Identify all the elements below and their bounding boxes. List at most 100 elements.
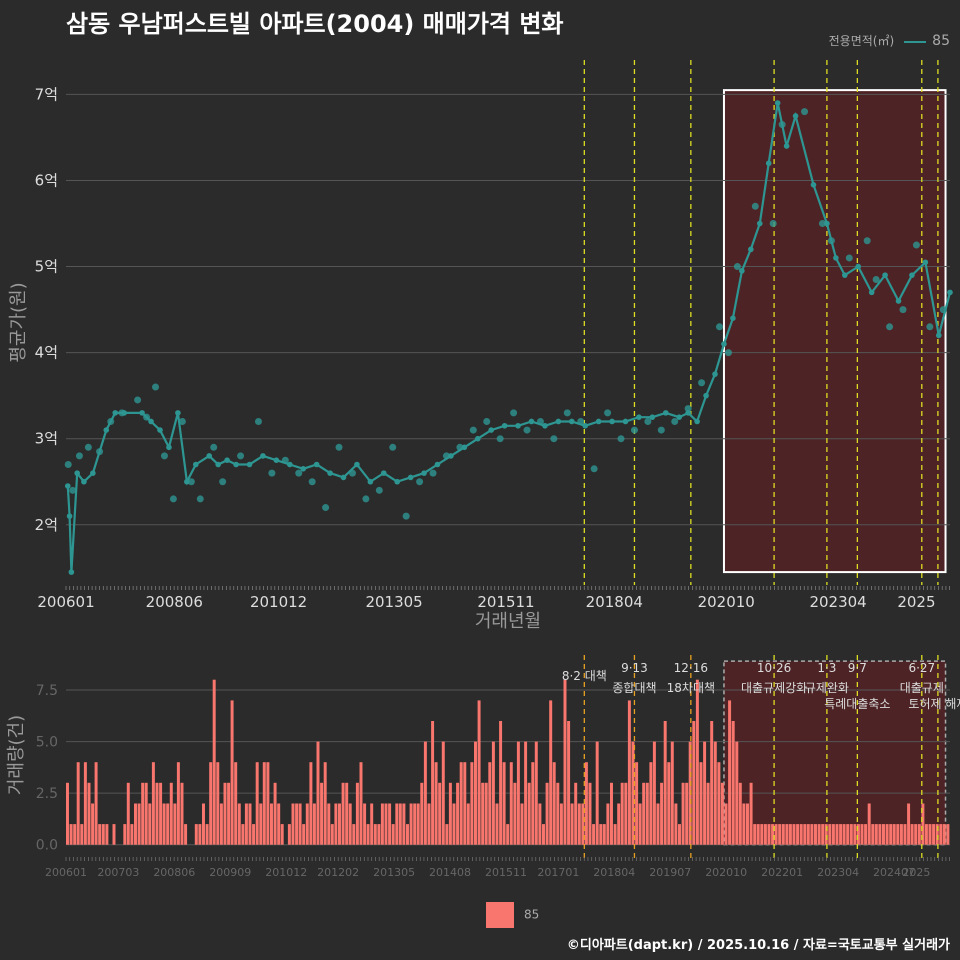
data-point xyxy=(733,263,741,271)
volume-bar xyxy=(148,803,152,845)
y-tick-label: 3억 xyxy=(35,430,58,448)
volume-bar xyxy=(595,741,599,845)
line-point xyxy=(184,478,190,485)
line-point xyxy=(515,422,521,429)
x-tick-label: 201511 xyxy=(485,866,527,879)
data-point xyxy=(134,396,142,404)
line-point xyxy=(300,466,307,472)
volume-bar xyxy=(928,824,932,845)
volume-bar xyxy=(309,762,313,845)
volume-bar xyxy=(73,824,77,845)
volume-bar xyxy=(574,782,578,845)
data-point xyxy=(657,426,665,434)
volume-bar xyxy=(824,824,828,845)
volume-bar xyxy=(69,824,73,845)
x-tick-label: 2025 xyxy=(902,866,930,879)
volume-bar xyxy=(899,824,903,845)
volume-bar xyxy=(380,803,384,845)
volume-bar xyxy=(839,824,843,845)
volume-bar xyxy=(395,803,399,845)
volume-bar xyxy=(262,762,266,845)
volume-bar xyxy=(592,824,596,845)
volume-bar xyxy=(534,741,538,845)
volume-bar xyxy=(760,824,764,845)
volume-bar xyxy=(942,824,946,845)
volume-bar xyxy=(155,782,159,845)
volume-bar xyxy=(867,803,871,845)
volume-bar xyxy=(377,824,381,845)
volume-bar xyxy=(402,803,406,845)
line-point xyxy=(649,414,656,420)
volume-bar xyxy=(162,803,166,845)
volume-bar xyxy=(248,803,252,845)
y-tick-label: 4억 xyxy=(35,344,58,362)
volume-bar xyxy=(635,762,639,845)
data-point xyxy=(483,417,491,425)
data-point xyxy=(237,452,245,460)
policy-label-name: 종합대책 xyxy=(612,680,656,695)
data-point xyxy=(169,495,177,503)
volume-bar xyxy=(202,803,205,845)
volume-bar xyxy=(860,824,864,845)
line-point xyxy=(694,418,700,425)
volume-bar xyxy=(409,803,413,845)
volume-bar xyxy=(713,741,717,845)
volume-bar xyxy=(613,824,617,845)
volume-bar xyxy=(584,762,588,845)
volume-bar xyxy=(731,721,735,845)
y-tick-label: 2억 xyxy=(35,516,58,534)
line-point xyxy=(528,418,535,425)
volume-bar xyxy=(946,824,950,845)
x-tick-label: 201202 xyxy=(317,866,359,879)
volume-bar xyxy=(885,824,889,845)
line-point xyxy=(215,461,221,468)
volume-bar xyxy=(316,741,320,845)
volume-bar xyxy=(219,803,223,845)
data-point xyxy=(698,379,706,387)
line-point xyxy=(774,100,781,106)
volume-bar xyxy=(678,824,681,845)
legend-line-swatch xyxy=(904,40,927,43)
line-point xyxy=(595,418,602,425)
bar-legend: 85 xyxy=(486,902,539,928)
y-tick-label: 0.0 xyxy=(36,838,58,854)
volume-bar xyxy=(384,803,388,845)
volume-bar xyxy=(291,803,295,845)
line-point xyxy=(555,418,562,425)
data-point xyxy=(389,443,397,451)
line-point xyxy=(380,470,387,476)
volume-bar xyxy=(660,782,664,845)
volume-bar xyxy=(882,824,885,845)
line-point xyxy=(157,427,163,433)
volume-bar xyxy=(792,824,796,845)
policy-label-name: 토허제 해제 xyxy=(908,697,960,711)
volume-bar xyxy=(513,782,517,845)
volume-bar xyxy=(151,762,155,845)
volume-bar xyxy=(785,824,789,845)
volume-bar xyxy=(803,824,807,845)
data-point xyxy=(187,478,195,486)
volume-bar xyxy=(431,721,435,845)
volume-bar xyxy=(205,824,209,845)
volume-bar xyxy=(80,824,84,845)
volume-bar xyxy=(799,824,803,845)
volume-bar xyxy=(781,824,785,845)
volume-bar xyxy=(814,824,817,845)
line-point xyxy=(712,371,718,377)
volume-bar xyxy=(94,762,98,845)
y-tick-label: 7억 xyxy=(35,85,58,103)
x-tick-label: 202010 xyxy=(705,866,747,879)
volume-bar xyxy=(491,741,495,845)
volume-bar xyxy=(216,762,220,845)
line-point xyxy=(68,569,75,575)
volume-bar xyxy=(874,824,878,845)
data-point xyxy=(152,383,160,391)
volume-bar xyxy=(509,762,513,845)
volume-bar xyxy=(330,824,334,845)
line-point xyxy=(488,427,495,433)
volume-bar xyxy=(66,782,69,845)
data-point xyxy=(818,220,826,228)
volume-bar xyxy=(305,803,309,845)
data-point xyxy=(563,409,571,417)
volume-bar xyxy=(520,803,524,845)
